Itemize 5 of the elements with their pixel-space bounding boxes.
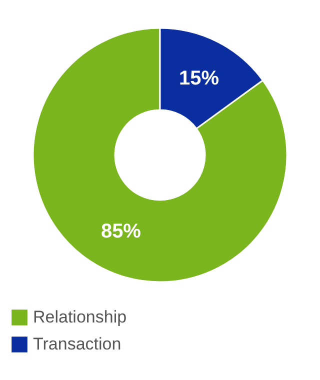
legend-label: Relationship xyxy=(33,308,127,326)
data-label: 15% xyxy=(179,67,220,90)
data-label: 85% xyxy=(100,220,142,243)
donut-slice xyxy=(32,27,288,283)
legend-label: Transaction xyxy=(33,334,122,354)
